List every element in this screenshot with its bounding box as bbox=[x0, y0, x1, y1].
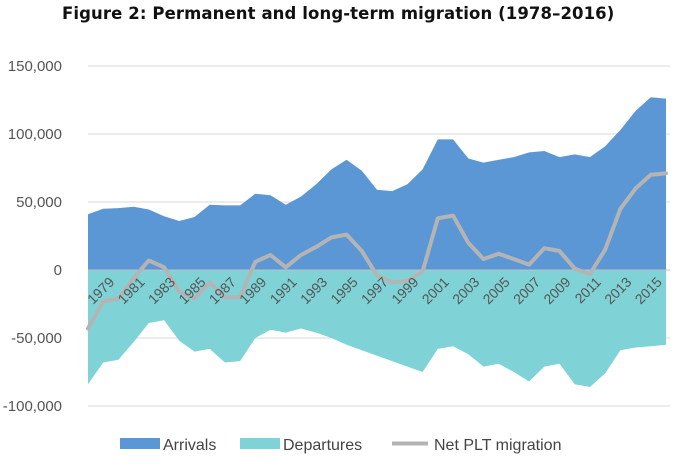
y-tick-label: -50,000 bbox=[11, 330, 62, 347]
y-tick-label: 150,000 bbox=[8, 58, 62, 75]
legend: Arrivals Departures Net PLT migration bbox=[120, 437, 561, 454]
legend-label-net-plt-migration: Net PLT migration bbox=[434, 437, 561, 454]
area-series bbox=[88, 97, 666, 387]
chart-title: Figure 2: Permanent and long-term migrat… bbox=[62, 4, 615, 23]
y-axis-ticks: 150,000 100,000 50,000 0 -50,000 -100,000 bbox=[3, 58, 62, 415]
y-tick-label: 100,000 bbox=[8, 126, 62, 143]
line-series bbox=[86, 171, 668, 331]
line-net-plt-migration bbox=[86, 171, 668, 331]
legend-swatch-departures bbox=[240, 438, 280, 449]
y-tick-label: -100,000 bbox=[3, 398, 62, 415]
legend-label-arrivals: Arrivals bbox=[163, 437, 216, 454]
y-tick-label: 50,000 bbox=[16, 194, 62, 211]
area-arrivals bbox=[88, 97, 666, 270]
area-departures bbox=[88, 270, 666, 387]
legend-label-departures: Departures bbox=[283, 437, 362, 454]
y-tick-label: 0 bbox=[54, 262, 62, 279]
legend-swatch-arrivals bbox=[120, 438, 160, 449]
